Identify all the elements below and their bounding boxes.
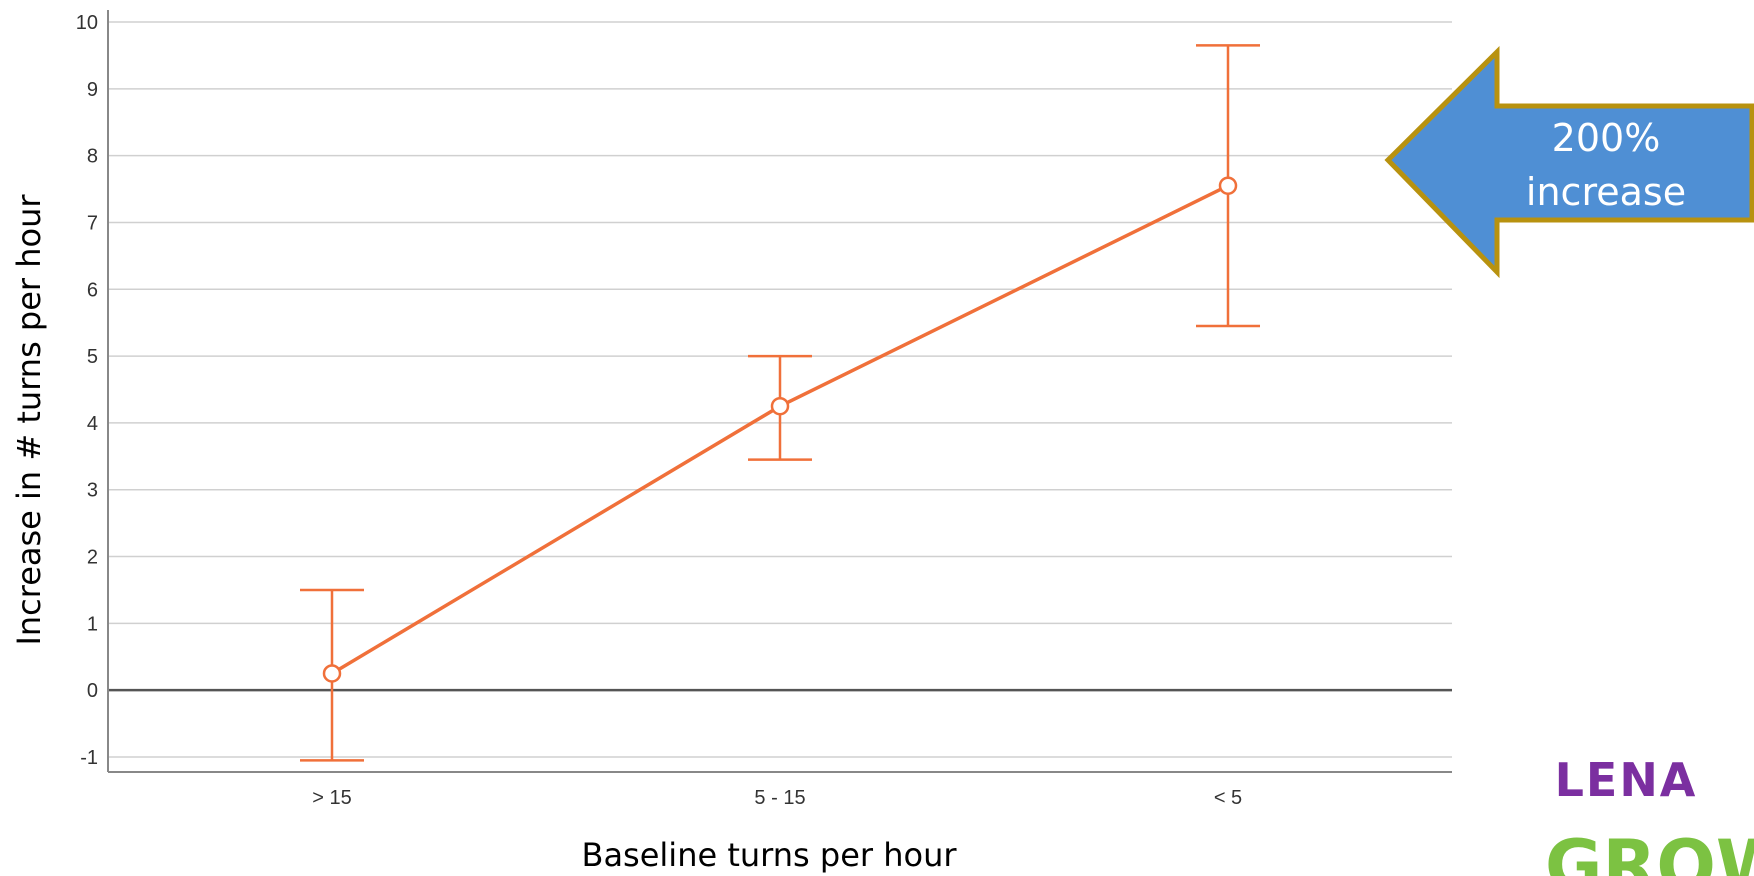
y-tick-label: 6 — [87, 279, 98, 301]
x-tick-labels: > 15 5 - 15 < 5 — [312, 787, 1242, 809]
y-tick-label: 3 — [87, 480, 98, 502]
y-tick-label: 5 — [87, 346, 98, 368]
data-point — [770, 396, 790, 416]
y-tick-label: 4 — [87, 413, 98, 435]
y-tick-label: -1 — [80, 747, 98, 769]
callout-arrow-shape — [1384, 46, 1754, 279]
callout-line2: increase — [1526, 170, 1686, 214]
series — [300, 44, 1260, 762]
y-tick-label: 10 — [76, 12, 98, 34]
y-tick-label: 0 — [87, 680, 98, 702]
logo-lena-text: LENA — [1555, 753, 1698, 807]
y-axis-title: Increase in # turns per hour — [10, 194, 48, 646]
x-tick-label: 5 - 15 — [754, 787, 805, 809]
y-tick-label: 7 — [87, 212, 98, 234]
lena-grow-logo: LENA GROW — [1545, 753, 1754, 876]
data-point — [322, 664, 342, 683]
callout-line1: 200% — [1552, 116, 1661, 160]
y-tick-label: 1 — [87, 613, 98, 635]
x-axis-title: Baseline turns per hour — [581, 836, 957, 874]
x-tick-label: < 5 — [1214, 787, 1242, 809]
callout-arrow: 200% increase — [1384, 46, 1754, 279]
y-tick-label: 2 — [87, 547, 98, 569]
y-tick-label: 8 — [87, 146, 98, 168]
data-point — [1218, 176, 1238, 195]
logo-grow-text: GROW — [1545, 825, 1754, 876]
x-tick-label: > 15 — [312, 787, 351, 809]
axes — [107, 10, 1452, 773]
y-tick-labels: -1 0 1 2 3 4 5 6 7 8 9 10 — [76, 12, 98, 769]
y-tick-label: 9 — [87, 79, 98, 101]
